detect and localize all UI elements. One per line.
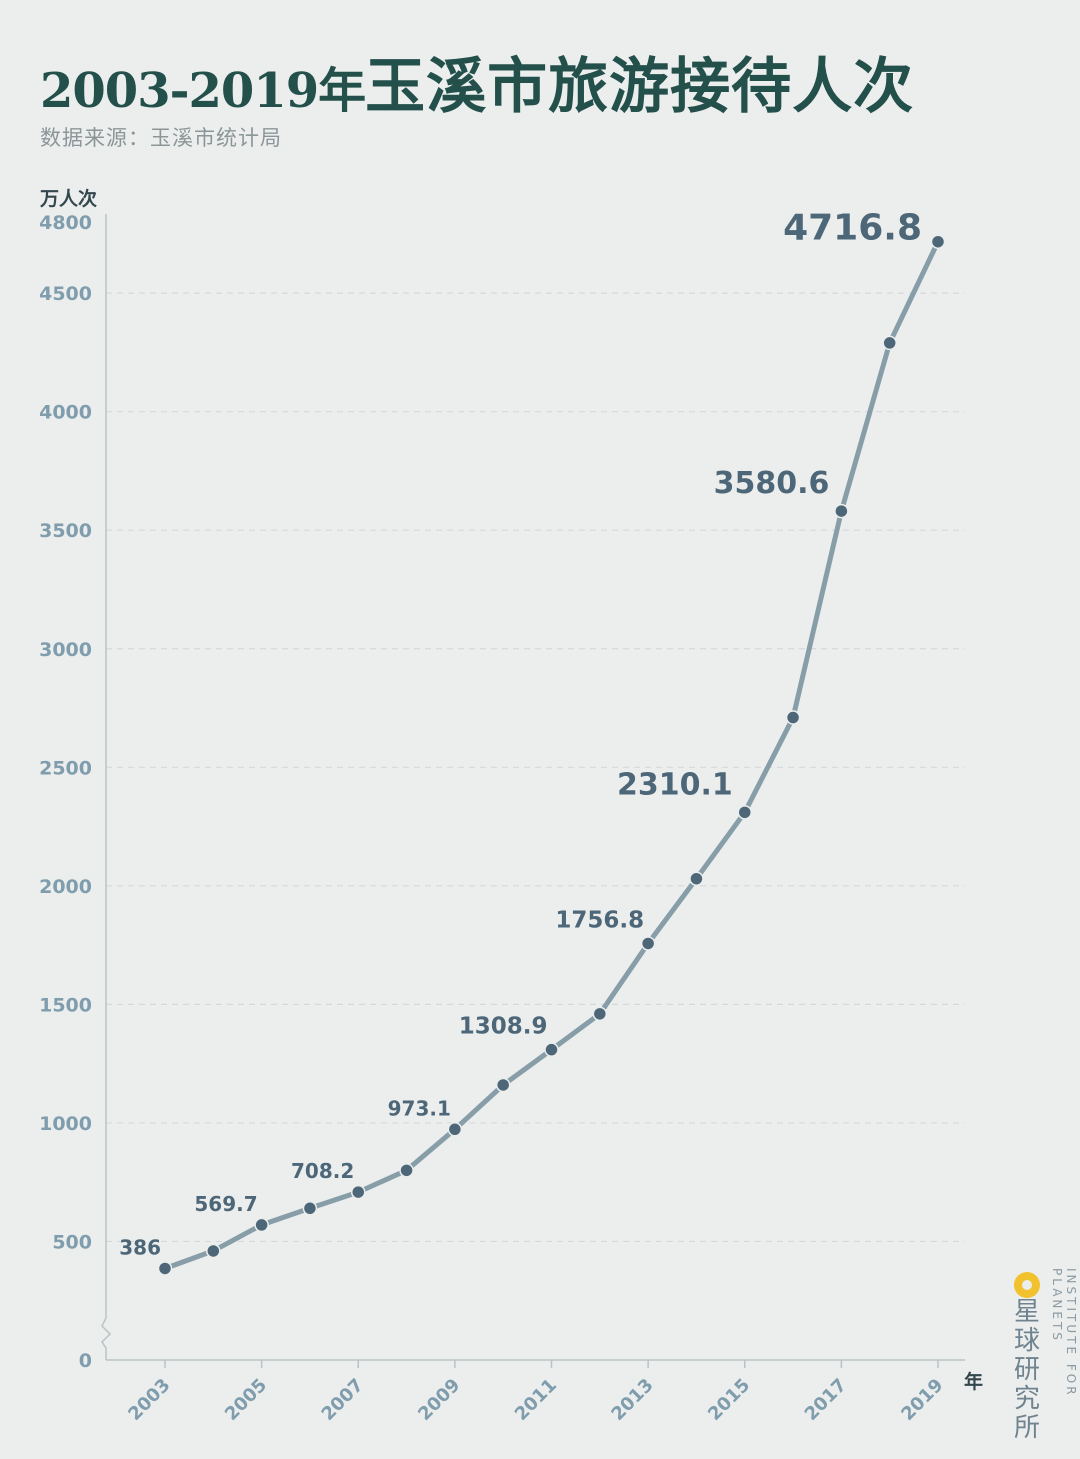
data-point xyxy=(834,503,849,519)
y-axis-label: 万人次 xyxy=(39,187,97,210)
data-point xyxy=(447,1122,463,1137)
y-tick-label: 2000 xyxy=(39,876,92,898)
x-tick-label: 2007 xyxy=(318,1375,368,1425)
y-tick-label: 1000 xyxy=(39,1113,92,1135)
data-label: 1308.9 xyxy=(459,1014,548,1040)
y-tick-label: 4000 xyxy=(39,402,92,424)
data-label: 569.7 xyxy=(194,1192,257,1216)
x-tick-label: 2019 xyxy=(897,1375,947,1425)
logo-name-en: INSTITUTE FOR PLANETS xyxy=(1050,1268,1078,1398)
x-tick-label: 2003 xyxy=(124,1375,174,1425)
data-point xyxy=(495,1077,511,1093)
y-tick-label: 2500 xyxy=(39,757,92,779)
x-tick-label: 2013 xyxy=(607,1375,657,1425)
title-years: 2003-2019年 xyxy=(40,63,366,119)
y-tick-label: 4500 xyxy=(39,283,92,305)
data-label: 3580.6 xyxy=(714,466,830,501)
data-label: 386 xyxy=(119,1235,161,1259)
data-label: 973.1 xyxy=(388,1096,451,1120)
x-tick-label: 2011 xyxy=(511,1375,561,1425)
data-point xyxy=(206,1243,221,1259)
data-point xyxy=(737,805,752,820)
y-tick-label: 0 xyxy=(79,1350,92,1372)
data-point xyxy=(254,1217,269,1233)
y-tick-label: 500 xyxy=(52,1231,92,1253)
data-source: 数据来源：玉溪市统计局 xyxy=(40,126,282,150)
logo-mark-icon xyxy=(1014,1272,1040,1298)
data-point xyxy=(399,1163,414,1178)
data-point xyxy=(882,335,897,351)
data-point xyxy=(785,710,801,725)
y-tick-label: 3000 xyxy=(39,639,92,661)
data-label: 708.2 xyxy=(291,1159,354,1183)
data-point xyxy=(592,1006,608,1022)
y-tick-label: 1500 xyxy=(39,994,92,1016)
data-point xyxy=(157,1261,173,1276)
x-tick-label: 2017 xyxy=(801,1375,851,1425)
chart-title: 2003-2019年玉溪市旅游接待人次 xyxy=(40,38,914,125)
y-tick-label: 3500 xyxy=(39,520,92,542)
data-label: 4716.8 xyxy=(783,208,922,249)
title-main: 玉溪市旅游接待人次 xyxy=(365,52,915,122)
data-point xyxy=(544,1042,559,1057)
x-tick-label: 2005 xyxy=(221,1375,271,1425)
data-point xyxy=(351,1184,366,1200)
x-axis-label: 年 xyxy=(964,1370,983,1393)
x-tick-label: 2015 xyxy=(704,1375,754,1425)
y-tick-label: 4800 xyxy=(39,212,92,234)
data-point xyxy=(302,1201,318,1216)
data-label: 2310.1 xyxy=(617,767,733,802)
y-axis xyxy=(101,214,112,1360)
data-point xyxy=(930,234,946,249)
logo: 星球研究所 INSTITUTE FOR PLANETS xyxy=(1012,1268,1078,1448)
logo-name: 星球研究所 xyxy=(1014,1297,1041,1443)
data-point xyxy=(689,871,704,886)
data-point xyxy=(640,936,656,951)
data-label: 1756.8 xyxy=(555,907,644,933)
series-line xyxy=(162,239,941,1271)
x-tick-label: 2009 xyxy=(414,1375,464,1425)
